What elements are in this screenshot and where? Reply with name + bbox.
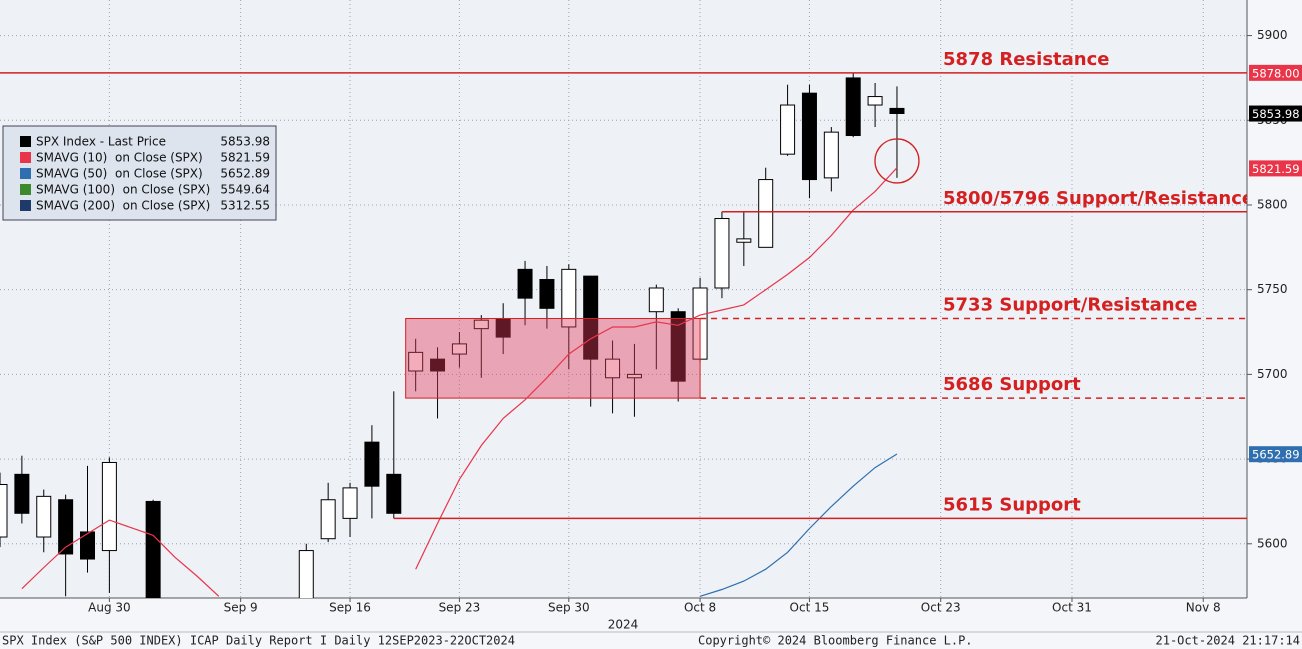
plot-area	[0, 0, 1247, 598]
price-tag-label: 5652.89	[1252, 448, 1300, 462]
candle-body	[539, 279, 555, 309]
price-tag	[1249, 105, 1302, 122]
candle-body	[0, 483, 8, 538]
support-zone	[405, 317, 701, 399]
price-tag-label: 5821.59	[1252, 162, 1300, 176]
moving-average-line	[699, 453, 898, 597]
candle-body	[342, 487, 358, 519]
candle-body	[845, 77, 861, 137]
candle-body	[670, 311, 686, 382]
candle-body	[36, 495, 52, 538]
legend-value: 5652.89	[220, 167, 270, 181]
price-tag	[1249, 64, 1302, 81]
level-label: 5878 Resistance	[943, 49, 1109, 70]
candle-body	[145, 500, 161, 598]
candle-body	[473, 319, 489, 330]
candle-body	[736, 238, 752, 243]
legend-value: 5821.59	[220, 151, 270, 165]
candle-body	[889, 107, 905, 115]
candle-body	[583, 275, 599, 360]
candle-body	[101, 461, 117, 552]
candle-body	[408, 351, 424, 372]
legend-label: SMAVG (200) on Close (SPX)	[36, 199, 210, 213]
level-label: 5615 Support	[943, 494, 1081, 515]
price-tag-label: 5878.00	[1252, 66, 1300, 80]
candle-body	[14, 473, 30, 514]
candle-body	[58, 499, 74, 555]
price-tag-label: 5853.98	[1252, 107, 1300, 121]
x-tick-label: Oct 31	[1052, 601, 1092, 615]
x-tick-label: Sep 16	[329, 601, 371, 615]
candle-body	[364, 441, 380, 487]
legend-box	[2, 125, 277, 221]
candle-body	[780, 104, 796, 155]
candle-body	[298, 550, 314, 598]
candle-body	[867, 96, 883, 106]
candle-body	[823, 131, 839, 179]
x-tick-label: Oct 23	[921, 601, 961, 615]
candle-body	[758, 179, 774, 248]
legend-value: 5312.55	[220, 199, 270, 213]
x-tick-label: Aug 30	[88, 601, 131, 615]
x-tick-label: Oct 15	[790, 601, 830, 615]
x-axis-label: 2024	[608, 618, 639, 632]
legend-label: SMAVG (50) on Close (SPX)	[36, 167, 203, 181]
y-tick-label: 5750	[1257, 282, 1288, 296]
legend-label: SPX Index - Last Price	[36, 135, 166, 149]
x-tick-label: Sep 30	[548, 601, 590, 615]
candle-body	[648, 287, 664, 313]
legend-swatch	[20, 136, 31, 147]
annotation-circle	[874, 138, 920, 184]
price-tag	[1249, 160, 1302, 177]
plot-content: 5878 Resistance 5800/5796 Support/Resista…	[0, 49, 1254, 598]
price-tag	[1249, 446, 1302, 463]
legend-swatch	[20, 152, 31, 163]
level-label: 5733 Support/Resistance	[943, 294, 1197, 315]
legend-label: SMAVG (100) on Close (SPX)	[36, 183, 210, 197]
y-tick-label: 5700	[1257, 367, 1288, 381]
legend-swatch	[20, 184, 31, 195]
legend: SPX Index - Last Price 5853.98 SMAVG (10) …	[20, 135, 270, 213]
candle-body	[430, 358, 446, 372]
candle-body	[714, 218, 730, 289]
candle-body	[561, 268, 577, 328]
y-tick-label: 5800	[1257, 197, 1288, 211]
legend-value: 5549.64	[220, 183, 270, 197]
moving-average-line	[21, 167, 898, 597]
candle-body	[80, 531, 96, 560]
x-tick-label: Sep 23	[439, 601, 481, 615]
candle-body	[626, 373, 642, 379]
candle-body	[320, 499, 336, 540]
legend-swatch	[20, 168, 31, 179]
footer-right: 21-Oct-2024 21:17:14	[1156, 634, 1301, 648]
legend-label: SMAVG (10) on Close (SPX)	[36, 151, 203, 165]
x-tick-label: Nov 8	[1186, 601, 1221, 615]
level-label: 5686 Support	[943, 374, 1081, 395]
candle-body	[386, 473, 402, 514]
candle-body	[451, 343, 467, 355]
candle-body	[517, 268, 533, 299]
legend-value: 5853.98	[220, 135, 270, 149]
y-tick-label: 5600	[1257, 536, 1288, 550]
footer-left: SPX Index (S&P 500 INDEX) ICAP Daily Rep…	[2, 634, 515, 648]
footer-center: Copyright© 2024 Bloomberg Finance L.P.	[698, 634, 973, 648]
level-label: 5800/5796 Support/Resistance	[943, 188, 1254, 209]
legend-swatch	[20, 200, 31, 211]
x-tick-label: Sep 9	[224, 601, 258, 615]
x-tick-label: Oct 8	[684, 601, 716, 615]
candle-body	[605, 358, 621, 379]
y-tick-label: 5900	[1257, 28, 1288, 42]
candle-body	[801, 92, 817, 181]
